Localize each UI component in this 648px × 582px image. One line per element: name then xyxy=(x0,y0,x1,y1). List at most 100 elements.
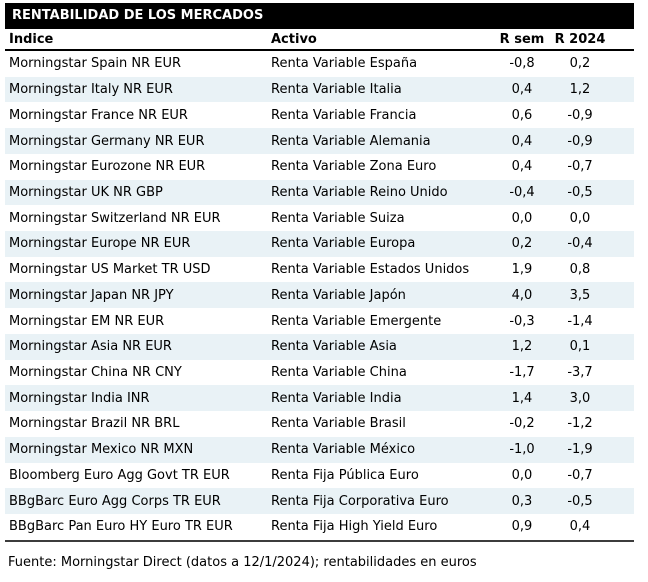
cell-r-sem: 0,6 xyxy=(511,107,533,123)
cell-r-sem: 0,0 xyxy=(511,210,533,226)
cell-r-sem: -1,0 xyxy=(509,442,535,458)
cell-activo: Renta Variable España xyxy=(271,56,418,72)
table-row: Morningstar EM NR EUR Renta Variable Eme… xyxy=(5,308,634,334)
cell-indice: Morningstar EM NR EUR xyxy=(9,313,165,329)
cell-activo: Renta Variable India xyxy=(271,390,402,406)
cell-indice: Morningstar India INR xyxy=(9,390,150,406)
cell-activo: Renta Variable Estados Unidos xyxy=(271,262,470,278)
cell-r-sem: 1,9 xyxy=(511,262,533,278)
cell-r-2024: -0,9 xyxy=(567,133,593,149)
table-body: Morningstar Spain NR EUR Renta Variable … xyxy=(5,51,634,542)
cell-indice: Morningstar Europe NR EUR xyxy=(9,236,191,252)
cell-indice: Morningstar Italy NR EUR xyxy=(9,82,173,98)
cell-indice: Morningstar China NR CNY xyxy=(9,364,182,380)
cell-indice: Morningstar Switzerland NR EUR xyxy=(9,210,221,226)
cell-indice: Morningstar UK NR GBP xyxy=(9,184,163,200)
cell-r-2024: 3,0 xyxy=(569,390,591,406)
cell-r-sem: 0,4 xyxy=(511,133,533,149)
cell-indice: Morningstar Germany NR EUR xyxy=(9,133,205,149)
table-row: Morningstar US Market TR USD Renta Varia… xyxy=(5,257,634,283)
cell-r-2024: 0,2 xyxy=(569,56,591,72)
table-row: Morningstar China NR CNY Renta Variable … xyxy=(5,360,634,386)
table-row: BBgBarc Euro Agg Corps TR EUR Renta Fija… xyxy=(5,488,634,514)
column-header-indice: Índice xyxy=(9,31,54,47)
cell-indice: Morningstar Brazil NR BRL xyxy=(9,416,180,432)
cell-indice: Bloomberg Euro Agg Govt TR EUR xyxy=(9,467,230,483)
table-row: Morningstar Germany NR EUR Renta Variabl… xyxy=(5,128,634,154)
cell-r-2024: 0,4 xyxy=(569,519,591,535)
cell-indice: BBgBarc Euro Agg Corps TR EUR xyxy=(9,493,221,509)
table-title: RENTABILIDAD DE LOS MERCADOS xyxy=(12,8,264,23)
cell-activo: Renta Variable Suiza xyxy=(271,210,405,226)
cell-activo: Renta Fija Pública Euro xyxy=(271,467,419,483)
table-header-row: Índice Activo R sem R 2024 xyxy=(5,29,634,51)
cell-activo: Renta Variable China xyxy=(271,364,407,380)
cell-r-sem: -0,4 xyxy=(509,184,535,200)
cell-indice: Morningstar Spain NR EUR xyxy=(9,56,182,72)
table-row: Morningstar Japan NR JPY Renta Variable … xyxy=(5,282,634,309)
table-row: Bloomberg Euro Agg Govt TR EUR Renta Fij… xyxy=(5,463,634,489)
cell-indice: BBgBarc Pan Euro HY Euro TR EUR xyxy=(9,519,233,535)
cell-r-sem: 0,9 xyxy=(511,519,533,535)
cell-activo: Renta Variable Francia xyxy=(271,107,417,123)
cell-r-2024: -1,4 xyxy=(567,313,593,329)
cell-r-sem: 1,4 xyxy=(511,390,533,406)
table-row: Morningstar Spain NR EUR Renta Variable … xyxy=(5,51,634,77)
cell-activo: Renta Variable Asia xyxy=(271,339,397,355)
table-row: Morningstar UK NR GBP Renta Variable Rei… xyxy=(5,179,634,206)
cell-r-sem: 0,4 xyxy=(511,159,533,175)
cell-r-2024: -1,2 xyxy=(567,416,593,432)
cell-activo: Renta Fija High Yield Euro xyxy=(271,519,438,535)
cell-r-2024: 0,0 xyxy=(569,210,591,226)
column-header-activo: Activo xyxy=(271,31,317,47)
cell-r-2024: 3,5 xyxy=(569,287,591,303)
cell-r-2024: -0,4 xyxy=(567,236,593,252)
cell-r-2024: -0,5 xyxy=(567,184,593,200)
cell-r-sem: 0,2 xyxy=(511,236,533,252)
cell-indice: Morningstar Japan NR JPY xyxy=(9,287,174,303)
cell-indice: Morningstar Asia NR EUR xyxy=(9,339,172,355)
market-returns-table: RENTABILIDAD DE LOS MERCADOS Índice Acti… xyxy=(5,3,634,570)
cell-r-2024: -3,7 xyxy=(567,364,593,380)
cell-r-sem: 0,3 xyxy=(511,493,533,509)
cell-r-sem: 1,2 xyxy=(511,339,533,355)
cell-r-sem: 0,4 xyxy=(511,82,533,98)
cell-r-2024: 1,2 xyxy=(569,82,591,98)
cell-activo: Renta Variable Reino Unido xyxy=(271,184,448,200)
cell-activo: Renta Variable Italia xyxy=(271,82,402,98)
cell-r-sem: 4,0 xyxy=(511,287,533,303)
cell-r-sem: 0,0 xyxy=(511,467,533,483)
table-row: Morningstar Italy NR EUR Renta Variable … xyxy=(5,76,634,103)
cell-indice: Morningstar Eurozone NR EUR xyxy=(9,159,206,175)
cell-activo: Renta Variable Alemania xyxy=(271,133,431,149)
column-header-r-sem: R sem xyxy=(499,31,545,47)
cell-activo: Renta Variable Brasil xyxy=(271,416,406,432)
cell-indice: Morningstar Mexico NR MXN xyxy=(9,442,194,458)
cell-activo: Renta Variable Zona Euro xyxy=(271,159,437,175)
cell-r-sem: -0,8 xyxy=(509,56,535,72)
source-note: Fuente: Morningstar Direct (datos a 12/1… xyxy=(8,554,477,570)
table-row: Morningstar India INR Renta Variable Ind… xyxy=(5,385,634,412)
table-row: BBgBarc Pan Euro HY Euro TR EUR Renta Fi… xyxy=(5,514,634,540)
cell-r-2024: 0,8 xyxy=(569,262,591,278)
cell-r-2024: -1,9 xyxy=(567,442,593,458)
cell-r-2024: -0,5 xyxy=(567,493,593,509)
cell-r-2024: -0,7 xyxy=(567,159,593,175)
cell-r-2024: -0,9 xyxy=(567,107,593,123)
table-row: Morningstar Asia NR EUR Renta Variable A… xyxy=(5,333,634,360)
table-row: Morningstar Switzerland NR EUR Renta Var… xyxy=(5,205,634,231)
cell-activo: Renta Variable Europa xyxy=(271,236,416,252)
column-header-r-2024: R 2024 xyxy=(554,31,606,47)
table-row: Morningstar Eurozone NR EUR Renta Variab… xyxy=(5,154,634,180)
table-row: Morningstar France NR EUR Renta Variable… xyxy=(5,102,634,128)
table-row: Morningstar Mexico NR MXN Renta Variable… xyxy=(5,436,634,463)
cell-activo: Renta Variable Japón xyxy=(271,287,406,303)
cell-r-2024: 0,1 xyxy=(569,339,591,355)
cell-indice: Morningstar US Market TR USD xyxy=(9,262,211,278)
cell-r-sem: -1,7 xyxy=(509,364,535,380)
cell-r-2024: -0,7 xyxy=(567,467,593,483)
cell-activo: Renta Variable México xyxy=(271,442,416,458)
cell-r-sem: -0,3 xyxy=(509,313,535,329)
cell-activo: Renta Fija Corporativa Euro xyxy=(271,493,449,509)
table-title-bar: RENTABILIDAD DE LOS MERCADOS xyxy=(5,3,634,29)
